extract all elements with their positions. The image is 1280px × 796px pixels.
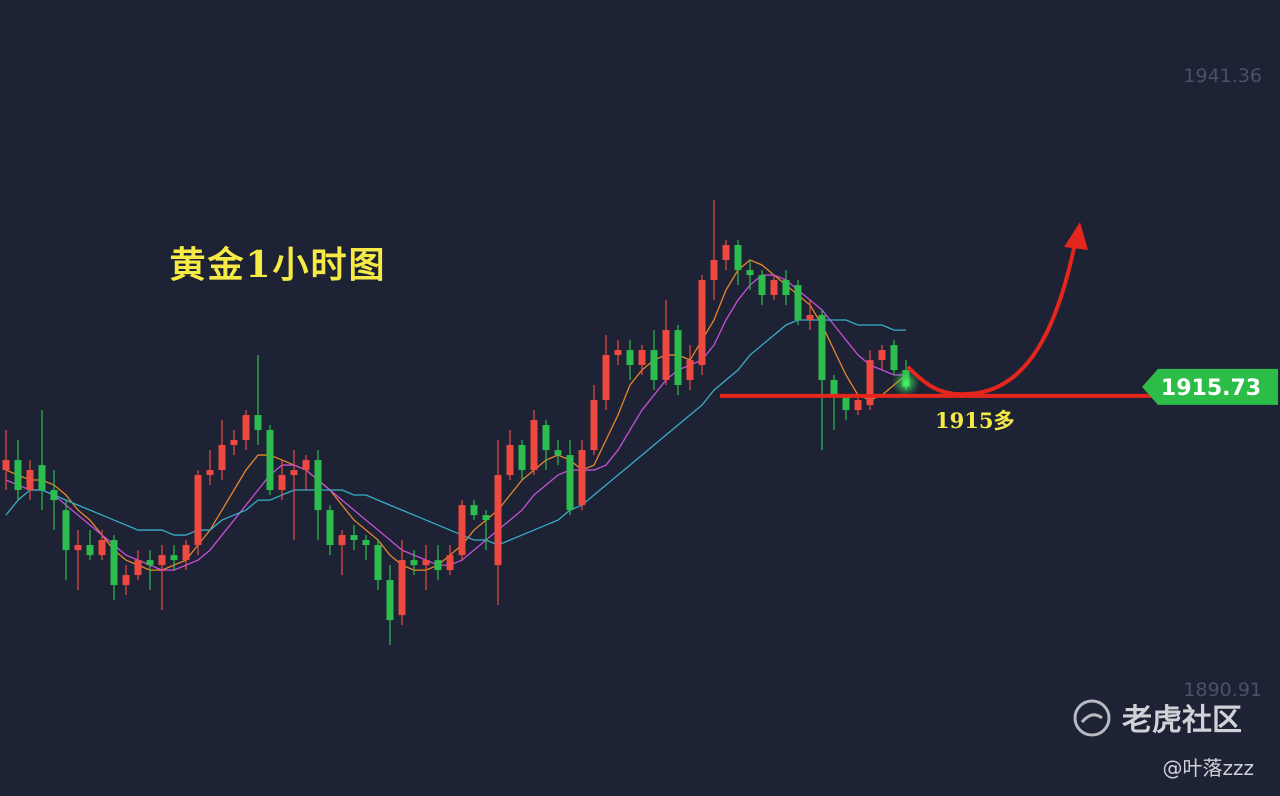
arrow-head <box>1064 222 1088 250</box>
moving-average-line <box>5 319 906 546</box>
moving-average-line <box>5 274 906 571</box>
candle-body <box>542 425 550 451</box>
candle-body <box>758 275 766 296</box>
y-tick-label: 1890.91 <box>1183 679 1262 701</box>
candle-body <box>494 475 502 566</box>
candle-body <box>830 379 838 396</box>
overlay: 1915多 1915.73 <box>720 368 1278 433</box>
candle-body <box>578 450 586 506</box>
brand-icon <box>1073 699 1111 737</box>
last-price-badge <box>1142 368 1278 405</box>
candle-body <box>206 470 214 476</box>
candle-body <box>170 555 178 561</box>
moving-average-line <box>5 259 907 571</box>
y-tick-label: 1941.36 <box>1183 65 1262 87</box>
candle-body <box>890 345 898 371</box>
brand-icon-stroke <box>1080 713 1103 723</box>
candle-body <box>794 285 802 320</box>
candle-body <box>458 505 466 556</box>
candle-body <box>254 415 262 431</box>
candle-body <box>434 560 442 571</box>
candle-body <box>698 280 706 366</box>
brand: 老虎社区 <box>1122 703 1242 738</box>
candle-body <box>674 330 682 385</box>
candle-body <box>770 280 778 296</box>
candle-body <box>602 355 610 401</box>
candle-body <box>230 439 238 445</box>
candle-body <box>2 460 10 471</box>
candle-body <box>326 510 334 546</box>
candle-body <box>50 490 58 501</box>
candle-body <box>338 535 346 546</box>
candle-body <box>86 545 94 556</box>
candle-body <box>242 415 250 440</box>
candle-body <box>746 270 754 276</box>
support-label: 1915多 <box>935 408 1014 433</box>
candle-body <box>422 560 430 566</box>
candle-body <box>278 475 286 491</box>
candle-body <box>446 555 454 571</box>
candle-body <box>506 444 514 476</box>
candle-body <box>302 460 310 471</box>
candle-body <box>290 470 298 476</box>
candle-body <box>386 580 394 621</box>
candle-body <box>146 560 154 566</box>
candle-body <box>122 575 130 586</box>
candle-body <box>266 430 274 491</box>
forecast-arrow <box>907 246 1076 397</box>
candle-body <box>62 510 70 551</box>
candle-body <box>374 545 382 581</box>
candle-body <box>518 444 526 471</box>
candle-body <box>110 540 118 586</box>
candle-body <box>806 315 814 320</box>
moving-averages <box>5 259 907 571</box>
candle-body <box>686 360 694 380</box>
candle-body <box>866 360 874 406</box>
candle-body <box>362 540 370 546</box>
candles <box>2 199 910 646</box>
candle-body <box>398 560 406 616</box>
last-candle-glow <box>892 368 920 397</box>
candle-body <box>482 515 490 521</box>
candle-body <box>842 395 850 411</box>
candle-body <box>14 460 22 491</box>
candle-body <box>314 460 322 511</box>
candle-body <box>182 545 190 561</box>
candle-body <box>218 444 226 471</box>
candle-body <box>590 400 598 451</box>
candle-body <box>710 259 718 281</box>
candle-body <box>158 555 166 566</box>
candle-body <box>722 245 730 260</box>
last-price-label: 1915.73 <box>1161 376 1261 401</box>
candle-body <box>350 535 358 541</box>
candle-body <box>818 315 826 380</box>
candle-body <box>530 420 538 471</box>
chart-title: 黄金1小时图 <box>169 244 386 286</box>
candle-body <box>26 470 34 491</box>
candle-body <box>782 280 790 296</box>
candle-body <box>74 545 82 551</box>
candle-body <box>98 540 106 556</box>
candle-body <box>554 450 562 456</box>
candle-body <box>662 330 670 380</box>
candle-body <box>194 475 202 546</box>
candle-body <box>626 350 634 366</box>
author: @叶落zzz <box>1163 756 1255 780</box>
candle-body <box>878 350 886 361</box>
candle-body <box>650 350 658 380</box>
candle-body <box>614 350 622 356</box>
candle-body <box>470 505 478 516</box>
candle-body <box>734 245 742 271</box>
candle-body <box>410 560 418 566</box>
candle-body <box>566 455 574 511</box>
candle-body <box>638 350 646 366</box>
candle-body <box>134 560 142 576</box>
candle-body <box>38 465 46 491</box>
candle-body <box>854 400 862 411</box>
